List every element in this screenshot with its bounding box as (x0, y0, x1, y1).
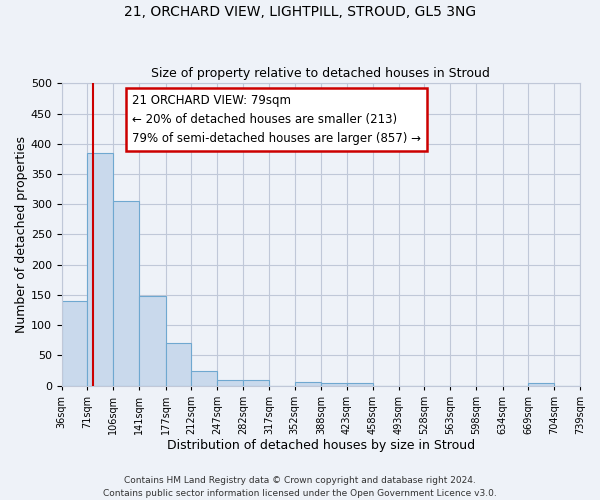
Bar (347, 382, 373, 386)
Text: Contains HM Land Registry data © Crown copyright and database right 2024.
Contai: Contains HM Land Registry data © Crown c… (103, 476, 497, 498)
Bar (295, 382, 321, 386)
Bar (529, 382, 554, 386)
Text: 21 ORCHARD VIEW: 79sqm
← 20% of detached houses are smaller (213)
79% of semi-de: 21 ORCHARD VIEW: 79sqm ← 20% of detached… (131, 94, 421, 145)
Bar (217, 380, 243, 386)
Bar (139, 296, 166, 386)
Bar (113, 202, 139, 386)
Bar (88, 153, 113, 386)
Bar (166, 343, 191, 386)
Bar (321, 383, 347, 386)
Title: Size of property relative to detached houses in Stroud: Size of property relative to detached ho… (151, 66, 490, 80)
X-axis label: Distribution of detached houses by size in Stroud: Distribution of detached houses by size … (167, 440, 475, 452)
Bar (191, 371, 217, 386)
Bar (62, 301, 88, 386)
Text: 21, ORCHARD VIEW, LIGHTPILL, STROUD, GL5 3NG: 21, ORCHARD VIEW, LIGHTPILL, STROUD, GL5… (124, 5, 476, 19)
Y-axis label: Number of detached properties: Number of detached properties (15, 136, 28, 333)
Bar (243, 380, 269, 386)
